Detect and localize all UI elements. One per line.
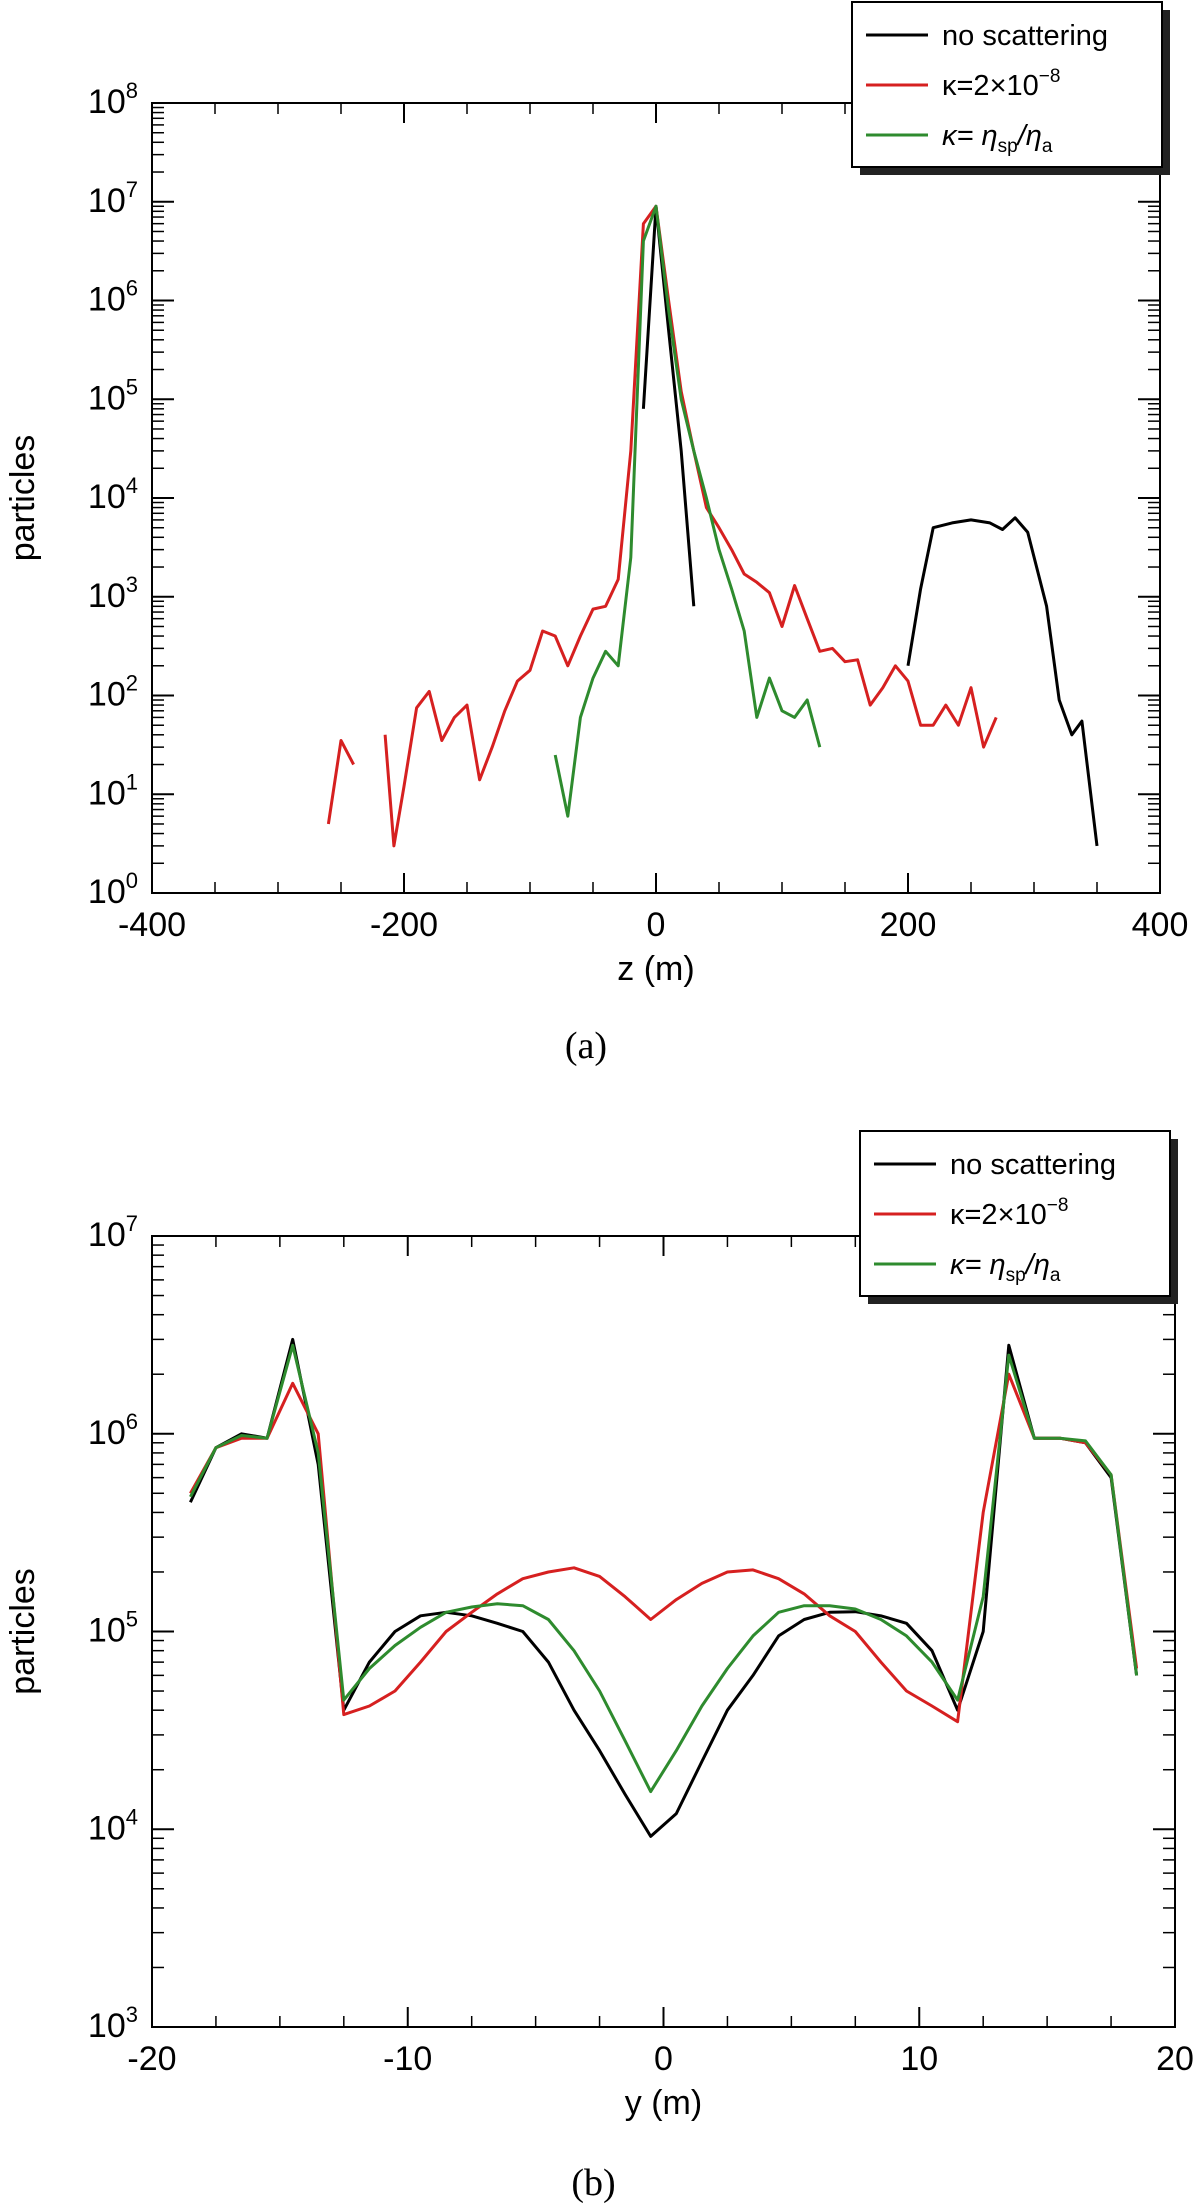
series-1 <box>189 1372 1139 1724</box>
panel-label: (a) <box>565 1025 607 1067</box>
series-line <box>189 1337 1139 1838</box>
plot-frame <box>151 1235 1176 2028</box>
legend-label: κ= ηsp/ηa <box>942 120 1053 157</box>
chart-panel-a: -400 -200 0 200 400 100 101 102 103 104 105 106 107 1… <box>4 1 1189 1067</box>
x-axis-label: y (m) <box>625 2084 702 2122</box>
y-axis-label: particles <box>4 435 42 562</box>
legend-label: κ=2×10−8 <box>942 66 1060 102</box>
legend-label: κ= ηsp/ηa <box>950 1249 1061 1286</box>
x-tick-label: 400 <box>1132 906 1189 944</box>
series-line <box>189 1343 1139 1794</box>
y-tick-label: 102 <box>88 671 138 714</box>
legend-label: κ=2×10−8 <box>950 1195 1068 1231</box>
y-axis-label: particles <box>4 1568 42 1695</box>
x-tick-label: 20 <box>1156 2040 1194 2078</box>
series-line <box>906 516 1099 847</box>
series-line <box>326 739 355 825</box>
series-2 <box>553 204 822 818</box>
x-tick-label: -200 <box>370 906 438 944</box>
x-tick-label: -10 <box>383 2040 432 2078</box>
y-tick-label: 103 <box>88 2002 138 2045</box>
series-line <box>553 204 822 818</box>
series-0 <box>641 204 1099 847</box>
x-tick-label: 10 <box>900 2040 938 2078</box>
series-line <box>641 204 696 607</box>
chart-panel-b: -20 -10 0 10 20 103 104 105 106 107 y (m) particles… <box>4 1130 1194 2204</box>
y-tick-label: 100 <box>88 868 138 911</box>
y-tick-label: 104 <box>88 1804 138 1847</box>
series-2 <box>189 1343 1139 1794</box>
legend-label: no scattering <box>942 20 1108 52</box>
series-0 <box>189 1337 1139 1838</box>
x-tick-label: 0 <box>654 2040 673 2078</box>
y-tick-label: 105 <box>88 1607 138 1650</box>
x-tick-label: -400 <box>118 906 186 944</box>
panel-label: (b) <box>571 2162 615 2204</box>
series-line <box>189 1372 1139 1724</box>
y-tick-label: 106 <box>88 276 138 319</box>
series-line <box>383 204 998 848</box>
y-tick-label: 106 <box>88 1409 138 1452</box>
x-tick-label: -20 <box>127 2040 176 2078</box>
x-tick-label: 200 <box>880 906 937 944</box>
y-tick-label: 101 <box>88 769 138 812</box>
y-tick-label: 104 <box>88 473 138 516</box>
series-1 <box>326 204 998 848</box>
y-tick-label: 103 <box>88 572 138 615</box>
legend: no scattering κ=2×10−8 κ= ηsp/ηa <box>851 1 1170 175</box>
y-tick-label: 107 <box>88 177 138 220</box>
x-axis-label: z (m) <box>617 950 694 988</box>
y-tick-label: 107 <box>88 1211 138 1254</box>
legend: no scattering κ=2×10−8 κ= ηsp/ηa <box>859 1130 1178 1304</box>
legend-label: no scattering <box>950 1149 1116 1181</box>
y-tick-label: 105 <box>88 374 138 417</box>
x-tick-label: 0 <box>647 906 666 944</box>
y-tick-label: 108 <box>88 78 138 121</box>
